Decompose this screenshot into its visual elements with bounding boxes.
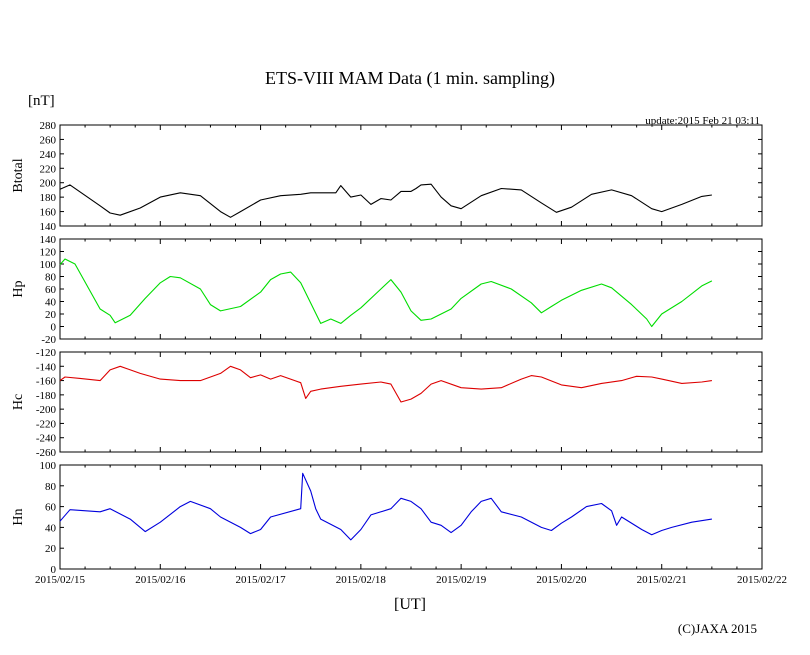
x-tick-label: 2015/02/21 [637, 574, 687, 586]
panels: Btotal280260240220200180160140Hp14012010… [11, 120, 787, 586]
y-tick-label: 0 [51, 564, 57, 576]
y-tick-label: 60 [45, 284, 57, 296]
y-tick-label: 280 [40, 120, 57, 132]
y-tick-label: -220 [36, 418, 57, 430]
y-tick-label: -140 [36, 361, 57, 373]
panel-frame [59, 124, 763, 227]
panel-hc: Hc -120 -140 -160 -180 -200 -220 -240 -260 [11, 347, 763, 459]
y-axis-label: Hn [11, 508, 26, 525]
y-axis-label: Hp [11, 280, 26, 297]
y-tick-label: -180 [36, 390, 57, 402]
y-tick-label: -120 [36, 347, 57, 359]
y-tick-label: 0 [51, 322, 57, 334]
panel-frame [59, 351, 763, 453]
y-tick-label: 180 [40, 192, 57, 204]
chart-title: ETS-VIII MAM Data (1 min. sampling) [265, 68, 555, 89]
y-tick-label: -160 [36, 376, 57, 388]
y-tick-label: 40 [45, 297, 57, 309]
units-label: [nT] [28, 93, 55, 109]
y-tick-label: 100 [40, 460, 57, 472]
y-tick-label: 260 [40, 134, 57, 146]
copyright-credit: (C)JAXA 2015 [678, 621, 757, 636]
y-tick-label: 100 [40, 259, 57, 271]
series-line-hc [59, 365, 712, 403]
x-axis-label: [UT] [394, 596, 426, 613]
y-tick-label: -260 [36, 447, 57, 459]
y-tick-label: 120 [40, 247, 57, 259]
x-tick-label: 2015/02/17 [236, 574, 287, 586]
y-tick-label: 20 [45, 543, 57, 555]
x-tick-label: 2015/02/15 [35, 574, 86, 586]
y-tick-label: 80 [45, 481, 57, 493]
x-tick-label: 2015/02/19 [436, 574, 487, 586]
y-axis-label: Btotal [11, 158, 26, 192]
update-stamp: update:2015 Feb 21 03:11 [645, 115, 760, 127]
x-tick-label: 2015/02/18 [336, 574, 387, 586]
y-tick-label: 20 [45, 309, 57, 321]
y-tick-label: 140 [40, 221, 57, 233]
series-line-btotal [59, 183, 712, 218]
y-tick-label: 140 [40, 234, 57, 246]
y-tick-label: -20 [41, 334, 56, 346]
panel-btotal: Btotal 280 260 240 220 200 180 160 140 [11, 120, 763, 233]
y-tick-label: -240 [36, 433, 57, 445]
x-tick-label: 2015/02/20 [536, 574, 587, 586]
y-tick-label: 220 [40, 163, 57, 175]
series-line-hp [59, 258, 713, 328]
y-tick-label: 200 [40, 178, 57, 190]
y-tick-label: 240 [40, 149, 57, 161]
y-tick-label: 80 [45, 272, 57, 284]
panel-frame [59, 464, 763, 570]
panel-frame [59, 238, 763, 340]
x-tick-label: 2015/02/16 [135, 574, 186, 586]
y-tick-label: -200 [36, 404, 57, 416]
y-tick-label: 160 [40, 207, 57, 219]
x-tick-label: 2015/02/22 [737, 574, 787, 586]
y-tick-label: 60 [45, 502, 57, 514]
series-line-hn [59, 472, 712, 541]
y-tick-label: 40 [45, 522, 57, 534]
y-axis-label: Hc [11, 394, 26, 410]
